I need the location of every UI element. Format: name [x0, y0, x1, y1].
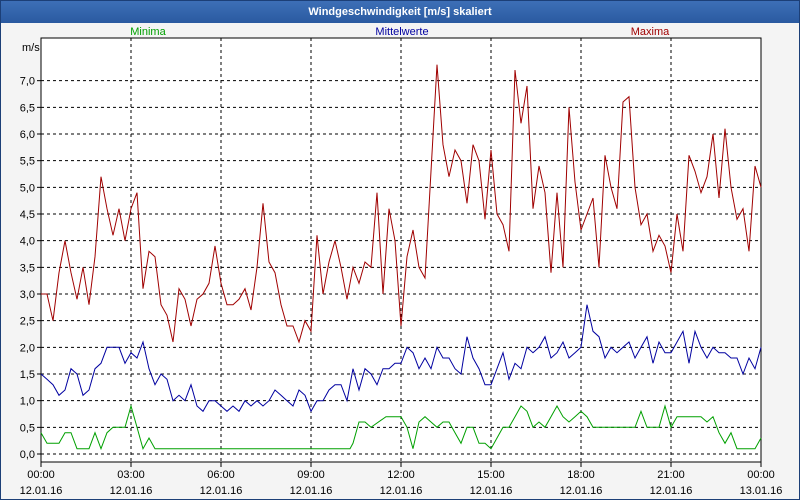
y-tick-label: 4,0 [20, 236, 35, 248]
x-tick-time: 21:00 [657, 469, 685, 481]
x-tick-date: 12.01.16 [110, 485, 153, 497]
x-tick-date: 12.01.16 [200, 485, 243, 497]
x-tick-time: 09:00 [297, 469, 325, 481]
y-tick-label: 3,0 [20, 289, 35, 301]
y-tick-label: 0,0 [20, 449, 35, 461]
x-tick-time: 00:00 [27, 469, 55, 481]
x-tick-date: 12.01.16 [380, 485, 423, 497]
series-line-maxima [41, 64, 762, 344]
y-tick-label: 1,5 [20, 369, 35, 381]
y-tick-label: 6,0 [20, 129, 35, 141]
x-tick-date: 12.01.16 [290, 485, 333, 497]
x-tick-time: 06:00 [207, 469, 235, 481]
x-tick-time: 03:00 [117, 469, 145, 481]
y-tick-label: 3,5 [20, 262, 35, 274]
x-tick-time: 12:00 [387, 469, 415, 481]
x-tick-date: 12.01.16 [650, 485, 693, 497]
x-tick-time: 15:00 [477, 469, 505, 481]
x-axis-ticks: 00:00 12.01.16 03:00 12.01.16 06:00 12.01.16 0… [20, 462, 783, 497]
y-tick-label: 0,5 [20, 422, 35, 434]
legend-minima: Minima [130, 26, 166, 38]
x-tick-date: 12.01.16 [470, 485, 513, 497]
x-tick-date: 12.01.16 [560, 485, 603, 497]
y-axis-ticks: 0,0 0,5 1,0 1,5 2,0 2,5 3,0 3,5 4,0 4,5 5,0 5,5 6,0 6… [20, 76, 41, 461]
legend: Minima Mittelwerte Maxima [130, 26, 670, 38]
legend-maxima: Maxima [631, 26, 670, 38]
x-tick-time: 00:00 [747, 469, 775, 481]
series-line-minima [40, 404, 762, 451]
series-lines [40, 64, 762, 451]
window-title: Windgeschwindigkeit [m/s] skaliert [1, 1, 799, 23]
y-tick-label: 7,0 [20, 76, 35, 88]
legend-mittelwerte: Mittelwerte [375, 26, 428, 38]
series-line-mittelwerte [40, 304, 762, 413]
y-tick-label: 5,5 [20, 156, 35, 168]
y-tick-label: 1,0 [20, 396, 35, 408]
x-tick-time: 18:00 [567, 469, 595, 481]
y-tick-label: 4,5 [20, 209, 35, 221]
y-tick-label: 6,5 [20, 102, 35, 114]
y-tick-label: 2,0 [20, 342, 35, 354]
y-tick-label: 5,0 [20, 182, 35, 194]
y-axis-label: m/s [22, 42, 40, 54]
x-tick-date: 13.01.16 [740, 485, 783, 497]
y-tick-label: 2,5 [20, 316, 35, 328]
x-tick-date: 12.01.16 [20, 485, 63, 497]
